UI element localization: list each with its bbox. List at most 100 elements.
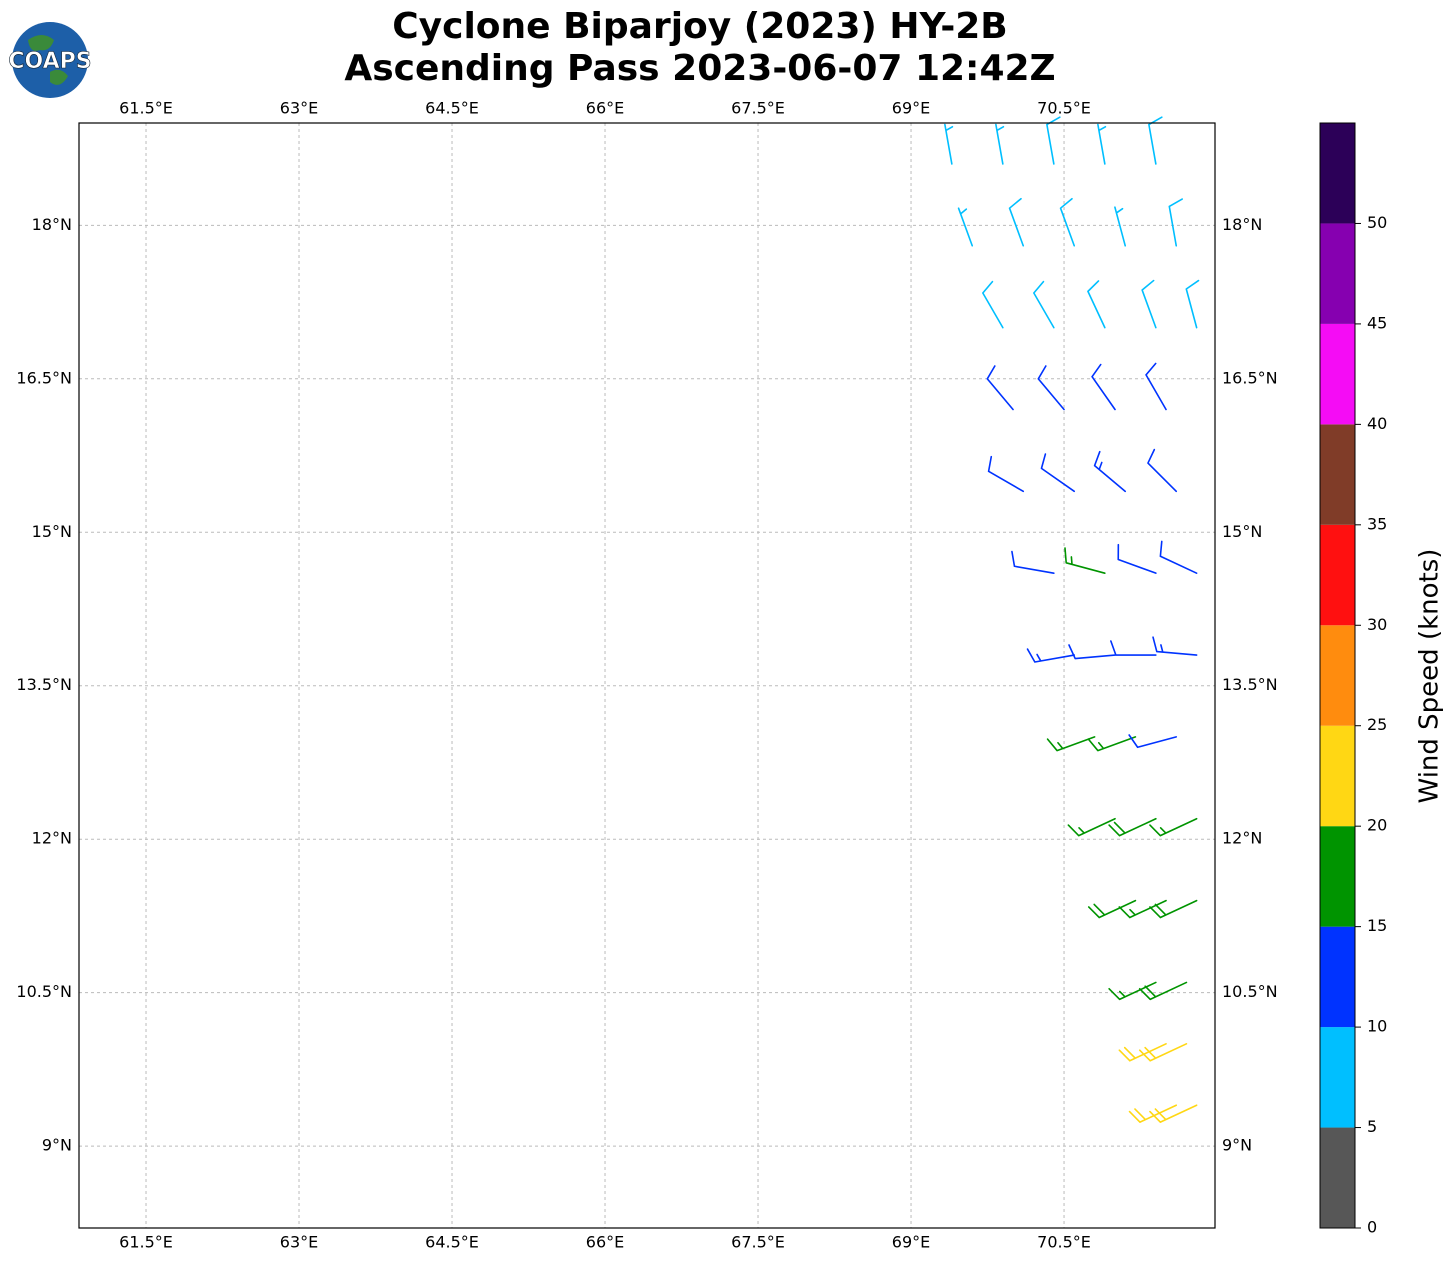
x-tick-label: 69°E <box>892 1233 930 1252</box>
y-tick-label: 13.5°N <box>1222 675 1278 694</box>
y-tick-label: 12°N <box>1222 829 1262 848</box>
colorbar-segment <box>1320 424 1355 525</box>
wind-barb <box>1033 280 1055 329</box>
colorbar-tick-label: 0 <box>1367 1218 1377 1237</box>
y-tick-label: 16.5°N <box>1222 368 1278 387</box>
wind-barb <box>1149 899 1198 919</box>
wind-barb <box>1168 198 1184 247</box>
wind-barb <box>1091 363 1116 411</box>
wind-barb <box>957 207 974 247</box>
wind-barb <box>1059 197 1076 247</box>
wind-barb <box>1093 450 1127 493</box>
x-tick-label: 64.5°E <box>425 99 479 118</box>
x-tick-label: 61.5°E <box>119 99 173 118</box>
wind-barb <box>1097 123 1107 165</box>
colorbar-segment <box>1320 323 1355 425</box>
wind-barb <box>1108 817 1157 837</box>
y-tick-label: 9°N <box>1222 1136 1252 1155</box>
wind-barb <box>1026 648 1076 663</box>
wind-barb <box>1110 640 1157 656</box>
wind-barb <box>995 123 1005 165</box>
colorbar-segment <box>1320 223 1355 324</box>
wind-barb <box>1068 644 1116 660</box>
x-tick-label: 70.5°E <box>1037 99 1091 118</box>
title: Cyclone Biparjoy (2023) HY-2B <box>392 6 1008 47</box>
wind-barb <box>1138 1043 1188 1062</box>
wind-barb <box>1067 817 1116 837</box>
y-tick-label: 18°N <box>1222 215 1262 234</box>
colorbar-tick-label: 10 <box>1367 1017 1387 1036</box>
colorbar-segment <box>1320 725 1355 827</box>
wind-barb <box>1118 1043 1167 1062</box>
colorbar-tick-label: 40 <box>1367 414 1387 433</box>
colorbar-tick-label: 15 <box>1367 916 1387 935</box>
y-tick-label: 16.5°N <box>16 368 72 387</box>
wind-barb <box>1148 116 1163 165</box>
colorbar-segment <box>1320 1127 1355 1228</box>
logo-land <box>28 35 68 85</box>
colorbar-label: Wind Speed (knots) <box>1415 549 1445 804</box>
wind-barb <box>1128 734 1178 749</box>
wind-barb <box>1159 540 1198 574</box>
y-tick-label: 12°N <box>32 829 72 848</box>
wind-barb <box>1040 453 1076 493</box>
wind-barb <box>1037 365 1065 411</box>
x-tick-label: 67.5°E <box>731 1233 785 1252</box>
wind-barb <box>1138 981 1188 1001</box>
y-tick-label: 13.5°N <box>16 675 72 694</box>
x-tick-label: 66°E <box>586 1233 624 1252</box>
wind-barb <box>1149 1104 1198 1123</box>
x-tick-label: 63°E <box>280 99 318 118</box>
wind-barb <box>1046 116 1061 165</box>
wind-barb <box>1117 543 1157 574</box>
wind-barb <box>1064 547 1106 574</box>
colorbar-segment <box>1320 826 1355 927</box>
x-tick-label: 67.5°E <box>731 99 785 118</box>
wind-barb <box>1011 550 1055 574</box>
wind-barb <box>1145 362 1167 411</box>
x-tick-label: 63°E <box>280 1233 318 1252</box>
wind-barb <box>1152 636 1198 656</box>
y-tick-label: 15°N <box>1222 522 1262 541</box>
colorbar-segment <box>1320 625 1355 726</box>
map-frame <box>78 122 1216 1229</box>
colorbar-tick-label: 45 <box>1367 313 1387 332</box>
colorbar-tick-label: 25 <box>1367 715 1387 734</box>
wind-barb <box>987 455 1025 493</box>
x-tick-label: 61.5°E <box>119 1233 173 1252</box>
colorbar-tick-label: 30 <box>1367 615 1387 634</box>
wind-barb <box>1147 448 1178 493</box>
colorbar: 0 5 10 15 20 25 30 35 40 45 50 <box>1319 122 1387 1237</box>
y-tick-label: 18°N <box>32 215 72 234</box>
colorbar-segment <box>1320 1027 1355 1128</box>
y-tick-label: 9°N <box>42 1136 72 1155</box>
wind-barb <box>1149 817 1198 837</box>
subtitle: Ascending Pass 2023-06-07 12:42Z <box>344 48 1055 89</box>
plot-area: 61.5°E 61.5°E 63°E 63°E 64.5°E 64.5°E 66°E 66°E… <box>16 99 1277 1252</box>
wind-barb <box>1118 899 1167 919</box>
wind-barb <box>1008 197 1025 247</box>
colorbar-tick-label: 20 <box>1367 816 1387 835</box>
wind-barb <box>944 123 954 165</box>
x-tick-label: 64.5°E <box>425 1233 479 1252</box>
wind-barb <box>1046 736 1096 752</box>
colorbar-segment <box>1320 123 1355 224</box>
wind-barb <box>982 280 1004 329</box>
x-tick-label: 66°E <box>586 99 624 118</box>
y-tick-label: 15°N <box>32 522 72 541</box>
colorbar-segment <box>1320 926 1355 1028</box>
wind-barb <box>1087 736 1137 752</box>
x-tick-label: 70.5°E <box>1037 1233 1091 1252</box>
colorbar-tick-label: 50 <box>1367 213 1387 232</box>
wind-barb <box>986 365 1014 411</box>
x-tick-label: 69°E <box>892 99 930 118</box>
colorbar-segment <box>1320 524 1355 626</box>
wind-barb <box>1108 981 1157 1001</box>
wind-barb <box>1128 1104 1178 1123</box>
wind-barb <box>1087 899 1137 919</box>
y-tick-label: 10.5°N <box>16 982 72 1001</box>
wind-barb <box>1114 206 1127 247</box>
logo-text: COAPS <box>8 49 91 74</box>
y-tick-label: 10.5°N <box>1222 982 1278 1001</box>
